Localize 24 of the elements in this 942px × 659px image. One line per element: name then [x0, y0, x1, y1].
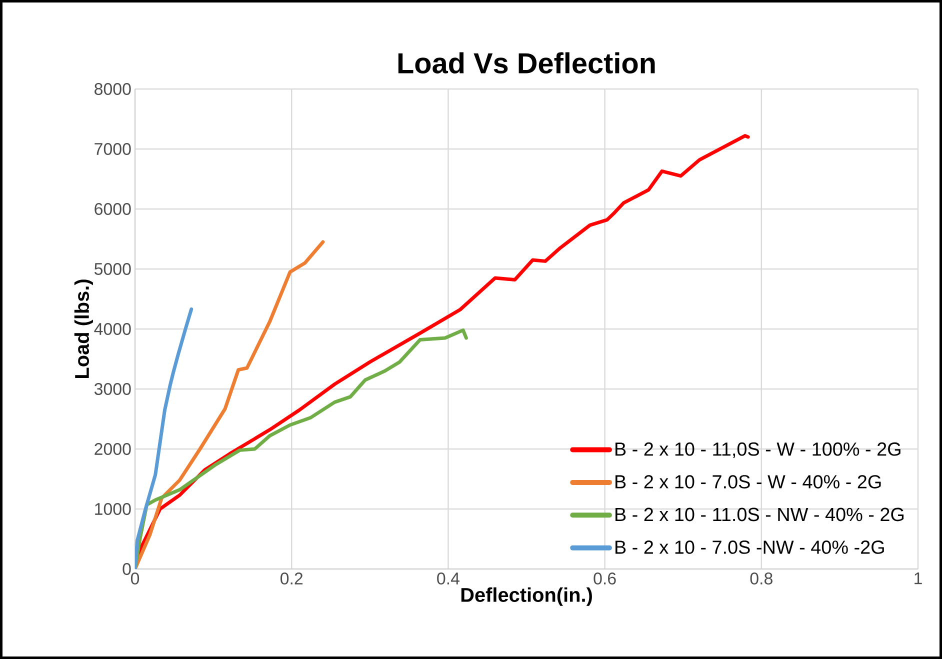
y-tick-label: 4000: [94, 322, 131, 335]
legend-label: B - 2 x 10 - 11,0S - W - 100% - 2G: [616, 442, 900, 458]
y-tick-label: 1000: [95, 502, 131, 515]
x-tick-label: 0.6: [594, 572, 616, 585]
y-axis-title: Load (lbs.): [74, 280, 93, 378]
line-series: [135, 307, 194, 569]
y-tick-label: 2000: [94, 442, 131, 455]
legend-label: B - 2 x 10 - 7.0S -NW - 40% -2G: [616, 540, 884, 554]
legend-label: B - 2 x 10 - 11.0S - NW - 40% - 2G: [616, 508, 904, 522]
x-axis-title: Deflection(in.): [461, 587, 592, 606]
chart-title: Load Vs Deflection: [398, 52, 655, 74]
line-series: [135, 240, 325, 569]
y-tick-label: 8000: [94, 82, 131, 95]
legend-label: B - 2 x 10 - 7.0S - W - 40% - 2G: [616, 475, 881, 488]
x-tick-label: 0.2: [280, 572, 303, 585]
x-tick-label: 0.4: [437, 572, 460, 585]
x-tick-label: 0: [130, 572, 140, 585]
y-tick-label: 6000: [94, 202, 131, 215]
y-tick-label: 5000: [94, 262, 131, 275]
x-tick-label: 0.8: [750, 572, 772, 585]
x-tick-label: 1: [914, 572, 922, 584]
y-tick-label: 0: [122, 562, 131, 575]
y-tick-label: 7000: [94, 142, 131, 155]
y-tick-label: 3000: [94, 382, 131, 395]
